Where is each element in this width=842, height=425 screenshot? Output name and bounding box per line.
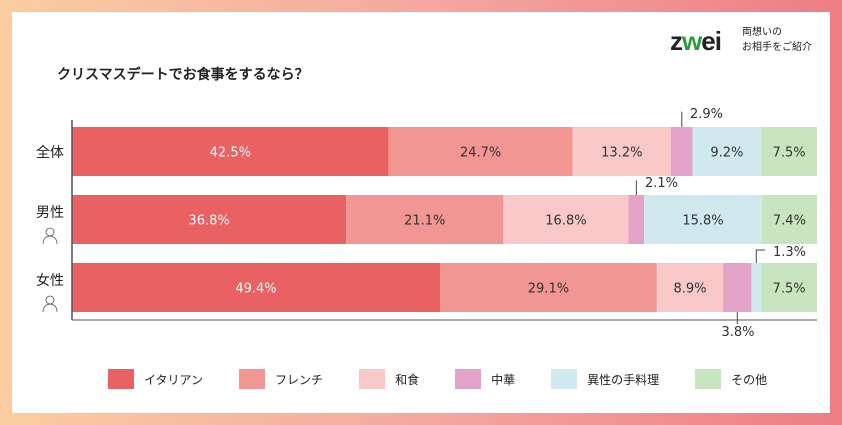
bar-segment [572, 127, 671, 176]
data-label: 2.9% [690, 107, 723, 122]
legend-item: イタリアン [108, 369, 203, 389]
person-icon [45, 227, 55, 237]
legend-label: 異性の手料理 [587, 372, 660, 387]
zwei-logo: zwei [670, 26, 722, 56]
category-label: 女性 [36, 272, 64, 289]
bar-segment [72, 127, 389, 176]
legend-swatch [455, 369, 482, 389]
bar-segment [656, 263, 724, 312]
chart-title: クリスマスデートでお食事をするなら？ [57, 67, 309, 83]
data-label: 42.5% [210, 146, 251, 161]
data-label: 7.4% [773, 214, 806, 229]
legend-swatch [359, 369, 386, 389]
bar-segment [761, 263, 817, 312]
leader-line [635, 180, 637, 195]
legend-label: 中華 [491, 372, 516, 387]
bar-segment [503, 195, 629, 244]
legend-item: 中華 [455, 369, 515, 389]
person-icon-body [42, 303, 58, 313]
bar-segment [440, 263, 657, 312]
data-label: 13.2% [601, 146, 642, 161]
legend-item: 和食 [359, 369, 419, 389]
data-label: 2.1% [645, 176, 678, 191]
bar-segment [761, 127, 817, 176]
bar-segment [388, 127, 573, 176]
data-label: 49.4% [235, 282, 276, 297]
bar-segment [72, 195, 347, 244]
data-label: 21.1% [404, 214, 445, 229]
bar-segment [72, 263, 441, 312]
data-label: 1.3% [773, 245, 806, 260]
bar-segment [644, 195, 762, 244]
legend-swatch [108, 369, 134, 389]
person-icon-body [42, 235, 58, 245]
category-label: 男性 [36, 205, 64, 221]
data-label: 15.8% [682, 214, 723, 229]
leader-line [755, 249, 765, 263]
bar-segment [346, 195, 504, 244]
legend-label: その他 [731, 372, 768, 387]
bar-segment [751, 263, 762, 312]
logo-tagline: 両想いのお相手をご紹介 [742, 25, 812, 55]
bar-segment [723, 263, 752, 312]
data-label: 8.9% [673, 282, 706, 297]
legend-item: その他 [695, 369, 767, 389]
legend-label: 和食 [395, 372, 420, 387]
legend-label: フレンチ [275, 372, 324, 387]
legend: イタリアン フレンチ 和食 中華 異性の手料理 その他 [108, 369, 803, 389]
legend-swatch [695, 369, 722, 389]
data-label: 16.8% [545, 214, 586, 229]
bar-segment [692, 127, 762, 176]
category-label: 全体 [36, 144, 64, 161]
bar-segment [628, 195, 645, 244]
data-label: 9.2% [710, 146, 743, 161]
data-label: 7.5% [773, 146, 806, 161]
legend-swatch [551, 369, 578, 389]
data-label: 3.8% [721, 325, 754, 340]
data-label: 29.1% [528, 282, 569, 297]
legend-item: フレンチ [239, 369, 323, 389]
data-label: 7.5% [773, 282, 806, 297]
legend-item: 異性の手料理 [551, 369, 659, 389]
legend-swatch [239, 369, 266, 389]
tagline-line-2: お相手をご紹介 [742, 42, 812, 53]
tagline-line-1: 両想いの [742, 27, 782, 38]
data-label: 24.7% [460, 146, 501, 161]
person-icon [45, 295, 55, 305]
legend-label: イタリアン [144, 372, 204, 387]
data-label: 36.8% [188, 214, 229, 229]
bar-segment [761, 195, 817, 244]
bar-segment [670, 127, 693, 176]
